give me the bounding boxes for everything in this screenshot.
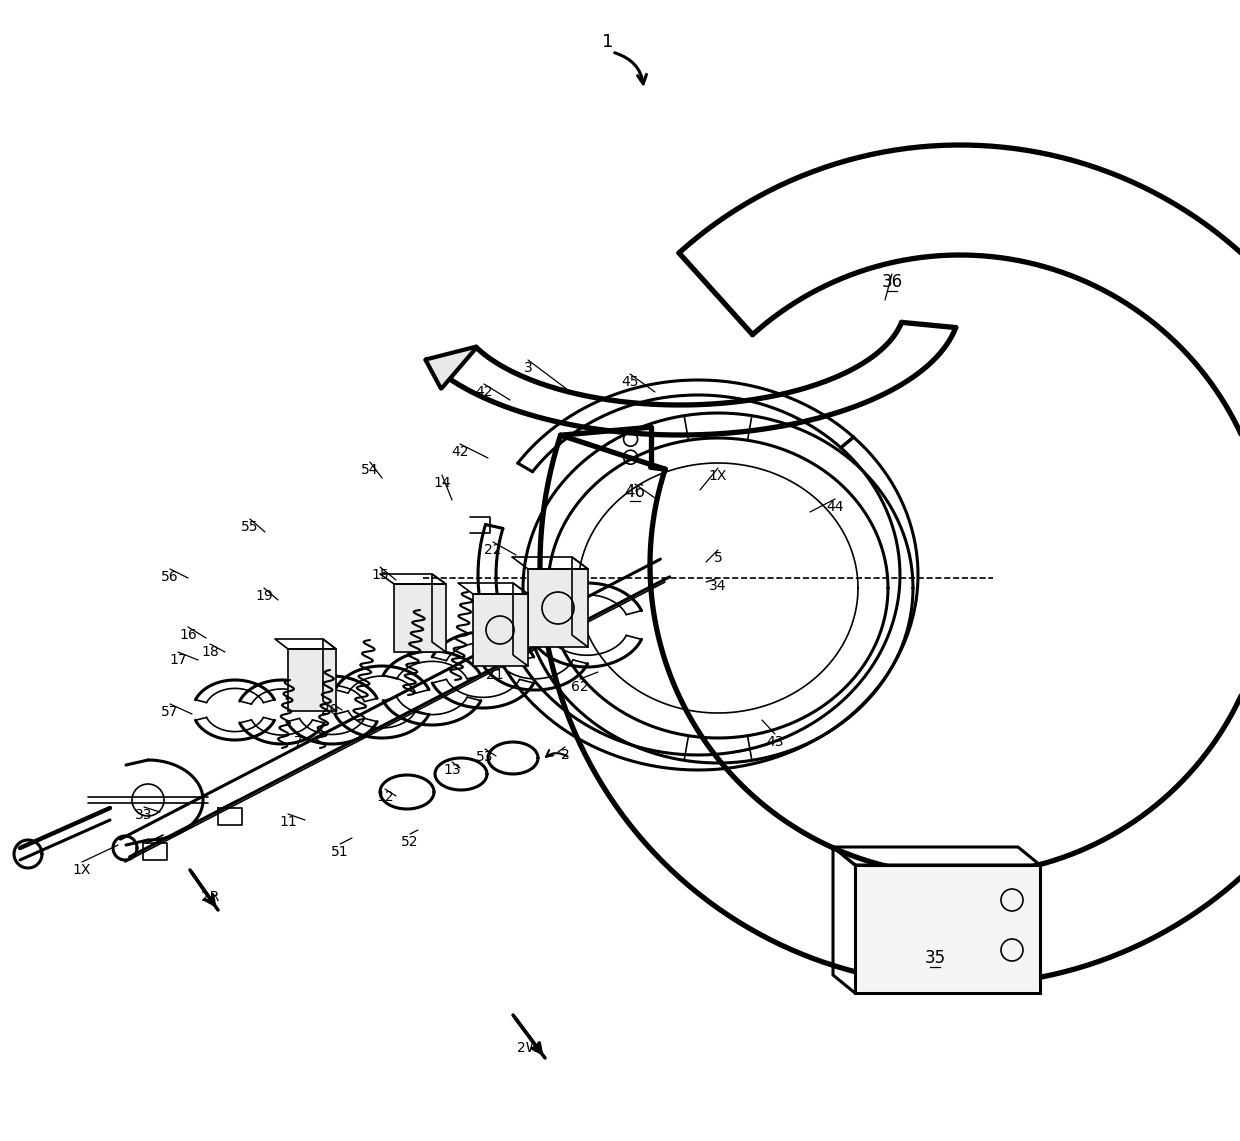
Text: 5: 5 <box>714 551 723 565</box>
Bar <box>394 584 446 652</box>
Text: 2: 2 <box>560 748 569 762</box>
Bar <box>856 865 1040 993</box>
Text: 22: 22 <box>485 543 502 557</box>
Text: 17: 17 <box>169 653 187 667</box>
Text: 55: 55 <box>242 520 259 534</box>
Text: 42: 42 <box>451 445 469 459</box>
Bar <box>288 649 336 711</box>
Text: 7: 7 <box>294 735 303 748</box>
Text: 15: 15 <box>371 568 389 582</box>
Text: 11: 11 <box>279 815 296 830</box>
Text: 2W: 2W <box>517 1041 539 1055</box>
Text: 56: 56 <box>161 570 179 584</box>
Text: 16: 16 <box>179 628 197 642</box>
Text: 36: 36 <box>882 273 903 291</box>
Text: 44: 44 <box>826 500 843 513</box>
Text: 1X: 1X <box>709 469 727 483</box>
Text: 33: 33 <box>135 808 153 822</box>
Text: 12: 12 <box>376 790 394 804</box>
Text: 62: 62 <box>572 680 589 694</box>
Text: 52: 52 <box>402 835 419 849</box>
Text: 14: 14 <box>433 476 451 489</box>
Text: 3: 3 <box>523 361 532 375</box>
Text: 53: 53 <box>476 750 494 764</box>
Text: 13: 13 <box>443 763 461 777</box>
Polygon shape <box>427 347 476 388</box>
Text: 18: 18 <box>201 645 219 659</box>
Text: 46: 46 <box>625 483 646 501</box>
Text: 35: 35 <box>925 949 946 968</box>
Bar <box>472 594 528 666</box>
Text: 1: 1 <box>603 33 614 51</box>
Text: 21: 21 <box>486 667 503 682</box>
Text: 51: 51 <box>331 845 348 859</box>
Text: 19: 19 <box>255 589 273 602</box>
Text: 2R: 2R <box>201 890 219 904</box>
Bar <box>528 569 588 647</box>
Text: 34: 34 <box>709 578 727 593</box>
Text: 45: 45 <box>621 375 639 389</box>
Text: 1X: 1X <box>73 863 92 877</box>
Text: 42: 42 <box>475 385 492 399</box>
Text: 57: 57 <box>161 705 179 719</box>
Text: 43: 43 <box>766 735 784 748</box>
Text: 54: 54 <box>361 463 378 477</box>
Text: 20: 20 <box>321 703 339 717</box>
